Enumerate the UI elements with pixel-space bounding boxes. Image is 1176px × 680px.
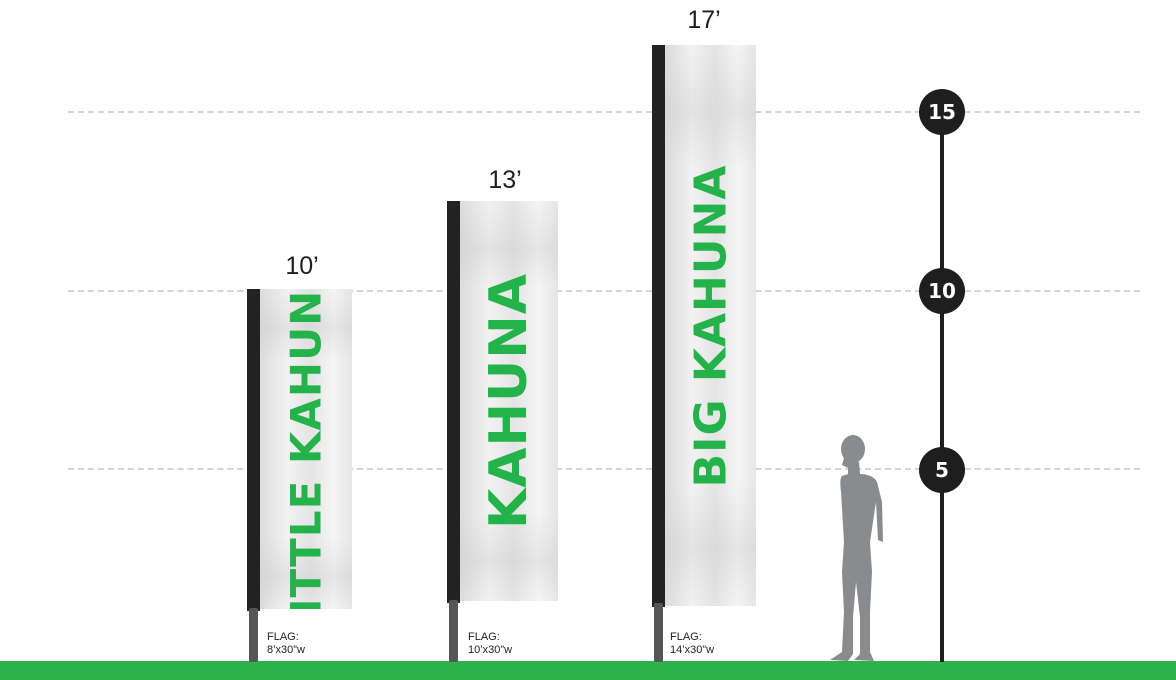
flag-spec-label: FLAG: (670, 631, 702, 643)
flag-banner: BIG KAHUNA (665, 45, 756, 606)
scale-line (940, 110, 944, 662)
flag-banner-text: LITTLE KAHUNA (281, 289, 331, 609)
flag-banner: KAHUNA (460, 201, 558, 601)
flag-pole-base (449, 600, 458, 662)
flag-spec: FLAG: 8’x30”w (267, 631, 305, 657)
scale-marker-15: 15 (919, 89, 965, 135)
ground-strip (0, 661, 1176, 680)
flag-spec: FLAG: 10’x30”w (468, 631, 512, 657)
flag-pole (652, 45, 665, 607)
flag-spec: FLAG: 14’x30”w (670, 631, 714, 657)
gridline-15 (68, 111, 1140, 113)
flag-height-label: 13’ (488, 166, 522, 194)
flag-banner-text: KAHUNA (479, 272, 539, 530)
scale-marker-10: 10 (919, 268, 965, 314)
flag-height-label: 10’ (285, 252, 319, 280)
flag-pole (247, 289, 260, 611)
flag-spec-size: 8’x30”w (267, 644, 305, 656)
flag-spec-size: 14’x30”w (670, 644, 715, 656)
flag-banner-text: BIG KAHUNA (685, 164, 736, 487)
flag-spec-label: FLAG: (267, 631, 299, 643)
flag-spec-label: FLAG: (468, 631, 500, 643)
scale-marker-5: 5 (919, 447, 965, 493)
gridline-5 (68, 468, 1140, 470)
person-silhouette (830, 435, 883, 661)
flag-spec-size: 10’x30”w (468, 644, 513, 656)
flag-height-label: 17’ (687, 6, 721, 34)
flag-pole-base (249, 608, 258, 662)
flag-banner: LITTLE KAHUNA (260, 289, 352, 609)
flag-pole (447, 201, 460, 603)
gridline-10 (68, 290, 1140, 292)
flag-pole-base (654, 603, 663, 662)
